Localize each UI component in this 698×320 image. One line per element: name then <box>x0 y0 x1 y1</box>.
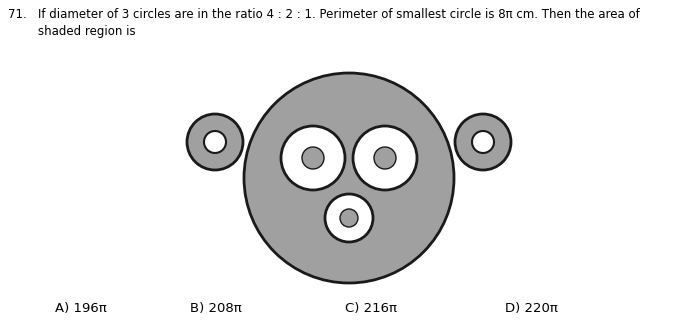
Circle shape <box>187 114 243 170</box>
Circle shape <box>374 147 396 169</box>
Circle shape <box>281 126 345 190</box>
Text: B) 208π: B) 208π <box>190 302 242 315</box>
Text: C) 216π: C) 216π <box>345 302 397 315</box>
Text: 71.   If diameter of 3 circles are in the ratio 4 : 2 : 1. Perimeter of smallest: 71. If diameter of 3 circles are in the … <box>8 8 640 21</box>
Text: shaded region is: shaded region is <box>8 25 135 38</box>
Circle shape <box>302 147 324 169</box>
Circle shape <box>353 126 417 190</box>
Text: D) 220π: D) 220π <box>505 302 558 315</box>
Text: A) 196π: A) 196π <box>55 302 107 315</box>
Circle shape <box>204 131 226 153</box>
Circle shape <box>472 131 494 153</box>
Circle shape <box>244 73 454 283</box>
Circle shape <box>340 209 358 227</box>
Circle shape <box>455 114 511 170</box>
Circle shape <box>325 194 373 242</box>
